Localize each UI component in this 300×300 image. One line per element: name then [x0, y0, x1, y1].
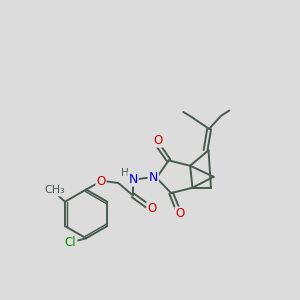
Text: CH₃: CH₃ [44, 185, 65, 195]
Text: Cl: Cl [65, 236, 76, 249]
Text: O: O [154, 134, 163, 147]
Text: N: N [128, 172, 138, 186]
Text: H: H [121, 168, 129, 178]
Text: O: O [147, 202, 156, 215]
Text: N: N [148, 171, 158, 184]
Text: O: O [96, 175, 106, 188]
Text: O: O [176, 207, 184, 220]
